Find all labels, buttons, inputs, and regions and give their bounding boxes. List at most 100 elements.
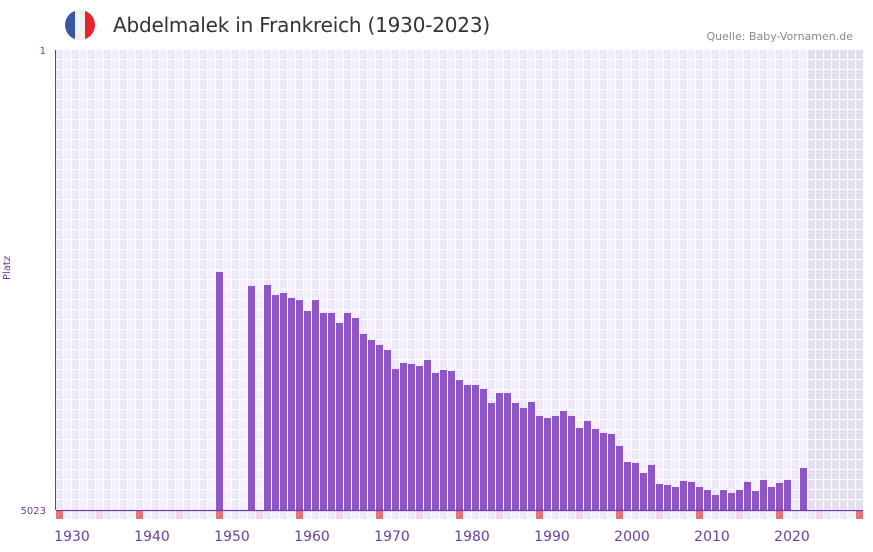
year-marker	[568, 511, 575, 519]
year-marker	[624, 511, 631, 519]
bar-1978	[456, 380, 463, 510]
year-marker	[848, 511, 855, 519]
year-marker	[728, 511, 735, 519]
bar-1987	[528, 402, 535, 510]
bar-2007	[688, 481, 695, 510]
bar-1977	[448, 370, 455, 510]
bar-1989	[544, 418, 551, 510]
year-marker	[720, 511, 727, 519]
year-marker	[560, 511, 567, 519]
year-marker	[824, 511, 831, 519]
source-label: Quelle: Baby-Vornamen.de	[706, 30, 853, 43]
bar-2005	[672, 487, 679, 510]
year-marker	[216, 511, 223, 519]
year-marker	[160, 511, 167, 519]
x-tick-label: 1990	[534, 529, 570, 545]
year-marker	[272, 511, 279, 519]
year-marker	[336, 511, 343, 519]
year-marker	[200, 511, 207, 519]
year-marker	[56, 511, 63, 519]
year-marker	[80, 511, 87, 519]
bar-1962	[328, 312, 335, 510]
x-tick-label: 1970	[374, 529, 410, 545]
x-tick-label: 2000	[614, 529, 650, 545]
year-marker	[168, 511, 175, 519]
bar-1982	[488, 403, 495, 510]
x-tick-label: 1930	[54, 529, 90, 545]
bar-2021	[800, 467, 807, 510]
year-marker	[264, 511, 271, 519]
bar-1952	[248, 285, 255, 510]
bar-1960	[312, 299, 319, 510]
bar-1980	[472, 384, 479, 510]
year-marker	[400, 511, 407, 519]
bar-1973	[416, 366, 423, 510]
year-marker	[600, 511, 607, 519]
year-marker	[704, 511, 711, 519]
bar-1991	[560, 410, 567, 510]
bar-2009	[704, 490, 711, 510]
year-marker	[296, 511, 303, 519]
bar-1996	[600, 432, 607, 510]
year-marker	[144, 511, 151, 519]
year-marker	[800, 511, 807, 519]
bar-1958	[296, 299, 303, 510]
year-marker	[528, 511, 535, 519]
year-marker	[536, 511, 543, 519]
bar-1957	[288, 297, 295, 510]
year-marker	[312, 511, 319, 519]
x-tick-label: 1960	[294, 529, 330, 545]
year-marker	[384, 511, 391, 519]
year-marker	[768, 511, 775, 519]
year-marker	[736, 511, 743, 519]
year-marker	[456, 511, 463, 519]
bar-1959	[304, 310, 311, 510]
year-marker	[760, 511, 767, 519]
year-marker	[184, 511, 191, 519]
year-marker	[416, 511, 423, 519]
bar-2015	[752, 491, 759, 510]
year-marker	[640, 511, 647, 519]
year-marker	[672, 511, 679, 519]
year-marker	[344, 511, 351, 519]
year-marker	[752, 511, 759, 519]
bar-1967	[368, 339, 375, 510]
x-tick-label: 1980	[454, 529, 490, 545]
bar-2008	[696, 487, 703, 510]
bar-1963	[336, 322, 343, 510]
year-marker	[464, 511, 471, 519]
year-marker	[96, 511, 103, 519]
year-marker	[744, 511, 751, 519]
chart-title: Abdelmalek in Frankreich (1930-2023)	[113, 13, 490, 37]
bar-1983	[496, 393, 503, 510]
bar-1976	[440, 369, 447, 510]
bar-2012	[728, 492, 735, 510]
bar-2014	[744, 481, 751, 510]
bar-1968	[376, 344, 383, 510]
bar-1981	[480, 389, 487, 510]
year-marker	[208, 511, 215, 519]
year-marker	[592, 511, 599, 519]
year-marker	[608, 511, 615, 519]
year-marker	[504, 511, 511, 519]
bar-1974	[424, 359, 431, 510]
year-marker	[488, 511, 495, 519]
year-marker	[776, 511, 783, 519]
year-marker	[576, 511, 583, 519]
x-tick-label: 2010	[694, 529, 730, 545]
year-marker	[712, 511, 719, 519]
bar-1966	[360, 333, 367, 510]
bar-1979	[464, 384, 471, 510]
bar-1994	[584, 420, 591, 510]
bar-1999	[624, 462, 631, 510]
year-marker	[176, 511, 183, 519]
year-marker	[368, 511, 375, 519]
y-tick-label: 1	[40, 46, 46, 57]
year-marker	[328, 511, 335, 519]
bar-2011	[720, 490, 727, 510]
bar-1995	[592, 429, 599, 510]
bar-2002	[648, 464, 655, 510]
bar-2001	[640, 472, 647, 510]
year-marker	[248, 511, 255, 519]
year-marker	[280, 511, 287, 519]
